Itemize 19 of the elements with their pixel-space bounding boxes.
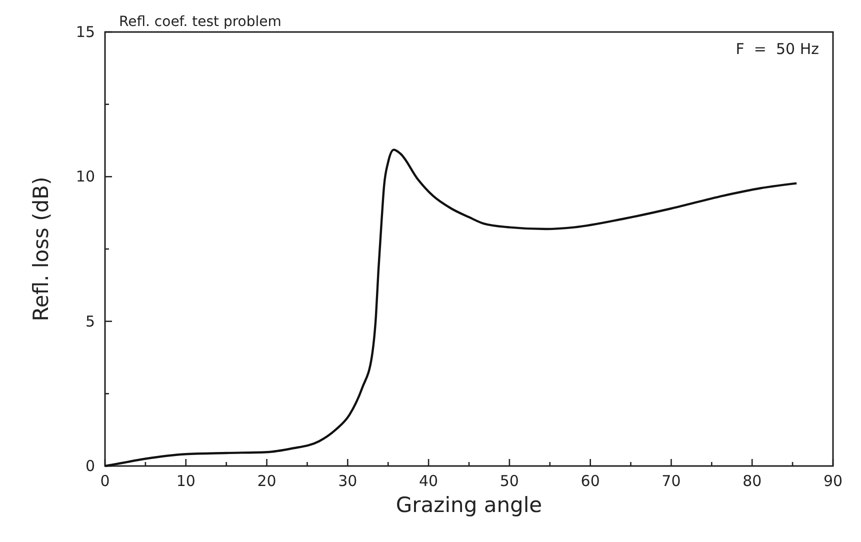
x-tick-label: 80 xyxy=(742,472,762,490)
x-tick-label: 50 xyxy=(500,472,519,490)
y-tick-label: 10 xyxy=(76,168,95,186)
x-tick-label: 10 xyxy=(176,472,196,490)
x-tick-label: 70 xyxy=(662,472,681,490)
x-tick-label: 20 xyxy=(257,472,276,490)
x-tick-label: 40 xyxy=(419,472,438,490)
y-tick-label: 0 xyxy=(85,457,95,475)
annotation: F = 50 Hz xyxy=(736,40,820,58)
y-tick-label: 5 xyxy=(85,312,95,330)
x-tick-label: 30 xyxy=(338,472,358,490)
x-tick-label: 90 xyxy=(823,472,843,490)
y-axis-title: Refl. loss (dB) xyxy=(29,176,53,322)
line-series xyxy=(104,148,798,468)
y-tick-label: 15 xyxy=(76,23,95,41)
x-tick-label: 60 xyxy=(580,472,600,490)
x-tick-label: 0 xyxy=(100,472,110,490)
chart-title: Refl. coef. test problem xyxy=(119,14,282,30)
x-axis-title: Grazing angle xyxy=(396,493,542,517)
